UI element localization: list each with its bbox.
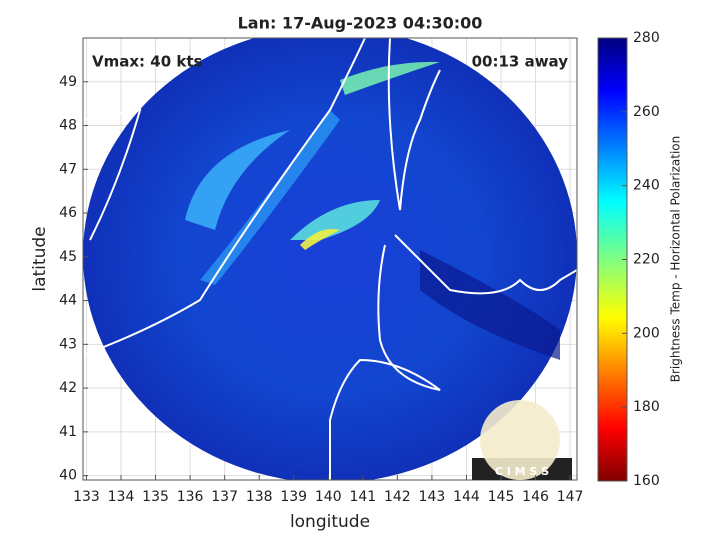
cloud-band [200, 110, 340, 285]
coastline [83, 108, 142, 241]
cloud-band [185, 130, 290, 230]
x-tick-label: 138 [246, 489, 273, 505]
y-tick-label: 40 [59, 468, 77, 484]
annotation: Vmax: 40 kts [92, 53, 202, 71]
y-tick-label: 41 [59, 424, 77, 440]
y-axis-label: latitude [30, 226, 50, 291]
logo-disc [480, 400, 560, 480]
plot-frame [82, 37, 578, 481]
colorbar-tick-label: 200 [633, 325, 660, 341]
satellite-swath [83, 38, 577, 480]
cloud-band [340, 61, 440, 95]
chart-title: Lan: 17-Aug-2023 04:30:00 [238, 14, 483, 33]
cloud-core [300, 229, 340, 250]
colorbar-tick-label: 280 [633, 30, 660, 46]
colorbar-label: Brightness Temp - Horizontal Polarizatio… [669, 136, 683, 383]
x-tick-label: 141 [349, 489, 376, 505]
x-tick-label: 143 [419, 489, 446, 505]
x-tick-label: 135 [142, 489, 169, 505]
x-tick-label: 146 [522, 489, 549, 505]
x-tick-label: 145 [488, 489, 515, 505]
y-tick-label: 49 [59, 74, 77, 90]
annotation: 00:13 away [472, 53, 569, 71]
colorbar-tick-label: 220 [633, 252, 660, 268]
x-tick-label: 144 [453, 489, 480, 505]
x-tick-label: 134 [108, 489, 135, 505]
x-axis-label: longitude [290, 512, 370, 532]
y-tick-label: 45 [59, 249, 77, 265]
colorbar-tick-label: 240 [633, 178, 660, 194]
x-tick-label: 140 [315, 489, 342, 505]
y-tick-label: 46 [59, 205, 77, 221]
colorbar-tick-label: 260 [633, 104, 660, 120]
colorbar-tick-label: 180 [633, 399, 660, 415]
cloud-band [290, 200, 380, 240]
coastline [394, 234, 577, 295]
x-tick-label: 147 [557, 489, 584, 505]
y-tick-label: 44 [59, 293, 77, 309]
logo-text: C I M S S [495, 465, 549, 478]
plot-area [83, 38, 577, 480]
x-tick-label: 139 [280, 489, 307, 505]
x-tick-label: 133 [73, 489, 100, 505]
x-tick-label: 136 [177, 489, 204, 505]
coastlines [83, 38, 577, 480]
x-tick-label: 137 [211, 489, 238, 505]
coastline [387, 38, 441, 211]
x-tick-label: 142 [384, 489, 411, 505]
coastline [329, 244, 441, 480]
y-tick-label: 42 [59, 380, 77, 396]
y-tick-label: 43 [59, 336, 77, 352]
cold-region [420, 250, 560, 360]
logo: C I M S S [472, 400, 572, 480]
coastline [83, 38, 366, 356]
ticks: 133 134 135 136 137 138 139 140 141 142 143 144 145 1… [59, 30, 660, 505]
y-tick-label: 47 [59, 161, 77, 177]
y-tick-label: 48 [59, 118, 77, 134]
colorbar-tick-label: 160 [633, 473, 660, 489]
